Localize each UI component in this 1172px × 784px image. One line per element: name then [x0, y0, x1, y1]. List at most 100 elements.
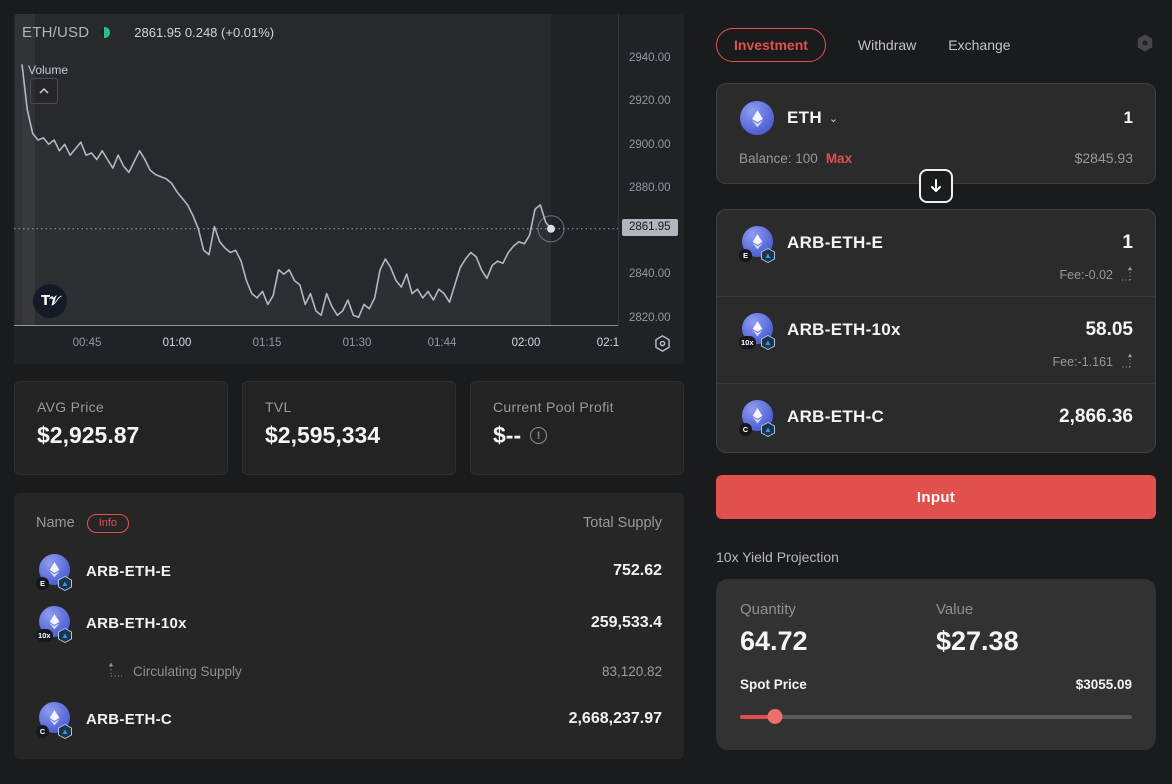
token-letter-badge: C	[739, 423, 752, 436]
submit-input-button[interactable]: Input	[716, 475, 1156, 519]
arbitrum-badge-icon: ▲	[761, 422, 775, 437]
chart-price-change: 2861.95 0.248 (+0.01%)	[134, 25, 274, 40]
chart-settings-gear-icon[interactable]	[653, 334, 672, 358]
fee-row: Fee:-1.161	[739, 353, 1133, 370]
token-letter-badge: E	[739, 249, 752, 262]
price-chart: ETH/USD 2861.95 0.248 (+0.01%) Volume T𝒱…	[14, 14, 684, 364]
price-axis-tick: 2920.00	[629, 95, 671, 107]
slider-thumb[interactable]	[767, 709, 783, 724]
table-header: Name Info Total Supply	[36, 501, 662, 545]
stat-label: TVL	[265, 399, 292, 415]
output-row-main: 10x ▲ ARB-ETH-10x 58.05	[739, 313, 1133, 350]
token-total-supply: 259,533.4	[590, 614, 662, 631]
token-total-supply: 2,668,237.97	[568, 710, 662, 727]
spot-price-slider[interactable]	[740, 709, 1132, 724]
arbitrum-badge-icon: ▲	[761, 335, 775, 350]
yield-projection-card: Quantity 64.72 Value $27.38 Spot Price $…	[716, 579, 1156, 750]
token-name: ARB-ETH-10x	[86, 614, 187, 632]
spot-price-label: Spot Price	[740, 677, 807, 692]
spot-price-row: Spot Price $3055.09	[740, 677, 1132, 692]
chevron-up-icon	[39, 88, 49, 94]
output-row-main: E ▲ ARB-ETH-E 1	[739, 226, 1133, 263]
tab-withdraw[interactable]: Withdraw	[857, 37, 917, 53]
stats-row: AVG Price $2,925.87 TVL $2,595,334 Curre…	[14, 381, 684, 475]
tab-investment[interactable]: Investment	[716, 28, 826, 62]
token-name: ARB-ETH-10x	[787, 320, 901, 339]
price-axis-tick: 2840.00	[629, 268, 671, 280]
stat-card-avg-price: AVG Price $2,925.87	[14, 381, 228, 475]
volume-collapse-button[interactable]	[30, 78, 58, 104]
fee-row: Fee:-0.02	[739, 266, 1133, 283]
eth-coin-icon	[740, 101, 774, 135]
time-axis-tick: 01:15	[252, 337, 282, 349]
token-icon-arb-eth-e: E ▲	[739, 226, 775, 263]
token-letter-badge: C	[36, 725, 49, 738]
table-row: E ▲ ARB-ETH-E 752.62	[36, 545, 662, 597]
spot-price-value: $3055.09	[1075, 677, 1132, 692]
stat-value: $2,595,334	[265, 422, 381, 448]
price-axis-tick: 2940.00	[629, 52, 671, 64]
price-axis[interactable]: 2940.00 2920.00 2900.00 2880.00 2840.00 …	[618, 14, 684, 326]
swap-direction-button[interactable]	[919, 169, 953, 203]
swap-panel: Investment Withdraw Exchange ETH ⌄ 1 Bal…	[700, 14, 1156, 759]
time-axis-tick: 00:45	[72, 337, 102, 349]
slider-track[interactable]	[740, 715, 1132, 719]
tradingview-logo[interactable]: T𝒱	[33, 284, 67, 318]
left-column: ETH/USD 2861.95 0.248 (+0.01%) Volume T𝒱…	[14, 14, 684, 759]
eth-token-icon	[739, 101, 775, 135]
output-amount: 2,866.36	[1059, 406, 1133, 427]
arbitrum-badge-icon: ▲	[58, 724, 72, 739]
info-badge[interactable]: Info	[86, 513, 130, 533]
info-tooltip-icon[interactable]: !	[530, 427, 548, 444]
output-amount: 1	[1122, 232, 1133, 253]
chevron-down-icon[interactable]: ⌄	[828, 112, 839, 125]
stat-label: Current Pool Profit	[493, 399, 614, 415]
stat-value-text: $--	[493, 422, 522, 448]
fee-label: Fee:-0.02	[1059, 267, 1113, 282]
circulating-supply-label: Circulating Supply	[133, 663, 242, 679]
arrow-down-icon	[931, 179, 941, 192]
volume-label: Volume	[28, 63, 69, 77]
balance-row: Balance: 100 Max $2845.93	[739, 150, 1133, 166]
max-button[interactable]: Max	[825, 150, 853, 166]
token-icon-arb-eth-10x: 10x ▲	[36, 606, 72, 643]
token-icon-arb-eth-10x: 10x ▲	[739, 313, 775, 350]
time-axis-tick: 01:44	[427, 337, 457, 349]
time-axis-tick: 02:1	[596, 337, 620, 349]
time-axis[interactable]: 00:45 01:00 01:15 01:30 01:44 02:00 02:1	[14, 326, 684, 364]
stat-label: AVG Price	[37, 399, 105, 415]
price-axis-tick: 2900.00	[629, 139, 671, 151]
token-name: ARB-ETH-C	[86, 710, 173, 728]
token-name: ARB-ETH-E	[86, 562, 172, 580]
tab-exchange[interactable]: Exchange	[948, 37, 1011, 53]
arbitrum-badge-icon: ▲	[58, 576, 72, 591]
projection-grid: Quantity 64.72 Value $27.38	[740, 601, 1132, 657]
circulating-supply-row: Circulating Supply 83,120.82	[36, 649, 662, 693]
token-icon-arb-eth-c: C ▲	[36, 702, 72, 739]
chart-pair-label: ETH/USD	[22, 24, 90, 41]
token-selector[interactable]: ETH	[787, 108, 822, 127]
output-tokens-box: E ▲ ARB-ETH-E 1 Fee:-0.02	[716, 209, 1156, 453]
supply-table: Name Info Total Supply E ▲ ARB-ETH-E 752…	[14, 493, 684, 759]
output-row-arb-eth-c: C ▲ ARB-ETH-C 2,866.36	[717, 383, 1155, 452]
token-icon-arb-eth-c: C ▲	[739, 400, 775, 437]
usd-value: $2845.93	[1074, 150, 1133, 166]
table-row: C ▲ ARB-ETH-C 2,668,237.97	[36, 693, 662, 745]
token-total-supply: 752.62	[613, 562, 662, 579]
stat-card-pool-profit: Current Pool Profit $-- !	[470, 381, 684, 475]
chart-last-price: 2861.95	[134, 25, 182, 40]
time-axis-tick: 01:30	[342, 337, 372, 349]
price-axis-tick: 2820.00	[629, 312, 671, 324]
token-name: ARB-ETH-E	[787, 233, 884, 252]
arbitrum-badge-icon: ▲	[761, 248, 775, 263]
stat-value: $-- !	[493, 422, 661, 449]
panel-settings-gear-icon[interactable]	[1134, 32, 1156, 59]
chart-plot-area[interactable]	[14, 14, 618, 326]
output-amount: 58.05	[1085, 319, 1133, 340]
input-amount-field[interactable]: 1	[1123, 108, 1133, 127]
token-letter-badge: 10x	[739, 336, 756, 349]
output-row-main: C ▲ ARB-ETH-C 2,866.36	[739, 400, 1133, 437]
circulating-supply-value: 83,120.82	[601, 663, 662, 679]
name-column-header: Name	[36, 515, 75, 531]
